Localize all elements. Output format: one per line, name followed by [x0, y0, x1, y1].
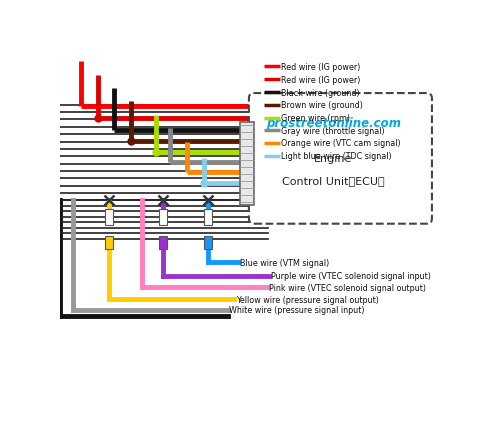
Text: Brown wire (ground): Brown wire (ground): [281, 101, 363, 110]
Bar: [105, 237, 113, 249]
Bar: [105, 210, 113, 226]
Bar: [240, 122, 254, 206]
Text: Red wire (IG power): Red wire (IG power): [281, 62, 361, 72]
Text: Gray wire (throttle signal): Gray wire (throttle signal): [281, 126, 385, 135]
Text: prostreetonline.com: prostreetonline.com: [266, 116, 401, 129]
Bar: [159, 237, 167, 249]
Bar: [204, 237, 212, 249]
Text: Green wire (rpm): Green wire (rpm): [281, 114, 350, 123]
FancyBboxPatch shape: [249, 94, 432, 224]
Text: Light blue wire (TDC signal): Light blue wire (TDC signal): [281, 152, 392, 161]
Text: Red wire (IG power): Red wire (IG power): [281, 76, 361, 85]
Text: Blue wire (VTM signal): Blue wire (VTM signal): [240, 258, 329, 267]
Text: Orange wire (VTC cam signal): Orange wire (VTC cam signal): [281, 139, 401, 148]
Text: White wire (pressure signal input): White wire (pressure signal input): [229, 306, 365, 315]
Text: Pink wire (VTEC solenoid signal output): Pink wire (VTEC solenoid signal output): [269, 283, 427, 292]
Text: Purple wire (VTEC solenoid signal input): Purple wire (VTEC solenoid signal input): [271, 272, 431, 280]
Text: Engine: Engine: [314, 154, 353, 164]
Text: Yellow wire (pressure signal output): Yellow wire (pressure signal output): [236, 295, 379, 304]
Text: Control Unit（ECU）: Control Unit（ECU）: [282, 176, 385, 186]
Text: Black wire (ground): Black wire (ground): [281, 89, 360, 97]
Bar: [204, 210, 212, 226]
Bar: [159, 210, 167, 226]
